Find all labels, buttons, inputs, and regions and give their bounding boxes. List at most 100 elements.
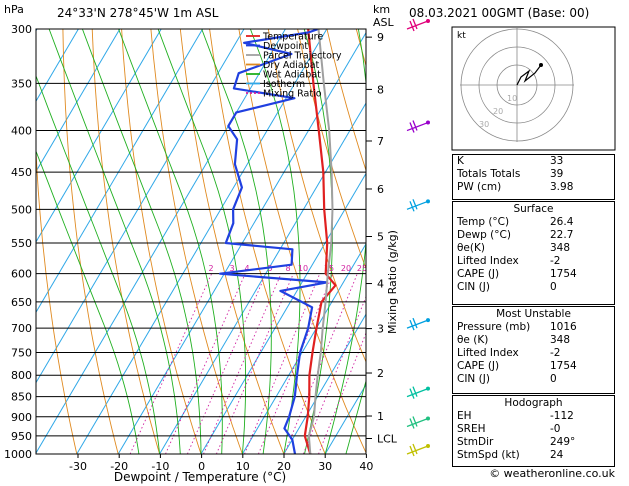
hodograph-unit: kt	[457, 31, 466, 41]
x-tick-label: 10	[236, 460, 250, 473]
mixing-ratio-axis-title: Mixing Ratio (g/kg)	[386, 230, 399, 334]
plot-area: 2 3 4 5 8 10 15 20 25	[36, 29, 366, 454]
plot-frame	[35, 28, 367, 455]
dry-adiabat-line	[326, 29, 366, 172]
surface-row: CAPE (J) 1754	[457, 268, 577, 280]
legend-entry: Dry Adiabat	[263, 60, 320, 71]
indices-box: K 33 Totals Totals 39 PW (cm) 3.98	[452, 154, 615, 200]
hodograph-ring-label: 20	[493, 107, 503, 116]
pressure-tick-label: 700	[11, 322, 32, 335]
isotherm-line	[36, 29, 245, 384]
pressure-tick-label: 750	[11, 346, 32, 359]
wind-barb	[406, 443, 429, 457]
pressure-tick-label: 300	[11, 23, 32, 36]
mu-row: θe (K) 348	[457, 334, 571, 346]
hodograph-trace	[516, 64, 542, 86]
hodograph-ring-label: 10	[507, 94, 517, 103]
height-tick-label: 7	[377, 135, 384, 148]
x-tick-label: 0	[198, 460, 205, 473]
pressure-tick-label: 550	[11, 237, 32, 250]
wind-barb	[406, 416, 429, 429]
hodograph-ring-label: 30	[479, 120, 489, 129]
x-tick-label: 30	[318, 460, 332, 473]
legend-entry: Parcel Trajectory	[263, 51, 342, 62]
wind-barb-tip	[426, 199, 430, 204]
isotherm-line	[36, 29, 79, 103]
wind-barb-tip	[426, 318, 430, 323]
dry-adiabat-line	[297, 29, 366, 270]
mixing-ratio-line	[257, 273, 334, 454]
mu-row: CIN (J) 0	[457, 373, 557, 385]
index-row-k: K 33	[457, 155, 564, 167]
datetime-label: 08.03.2021 00GMT (Base: 00)	[409, 6, 589, 20]
copyright-footer: © weatheronline.co.uk	[489, 467, 615, 480]
wind-barbs	[406, 18, 430, 457]
surface-box: Surface Temp (°C) 26.4 Dewp (°C) 22.7 θe(K…	[452, 201, 615, 305]
mixing-ratio-label: 2	[208, 264, 213, 273]
mu-row: CAPE (J) 1754	[457, 360, 577, 372]
x-tick-label: -20	[110, 460, 128, 473]
height-tick-label: 9	[377, 31, 384, 44]
surface-row: CIN (J) 0	[457, 281, 557, 293]
mixing-ratio-label: 3	[229, 264, 234, 273]
pressure-tick-label: 400	[11, 125, 32, 138]
isotherm-line	[283, 313, 366, 454]
height-unit-label: km	[373, 3, 390, 16]
mixing-ratio-line	[318, 331, 366, 454]
mixing-ratio-line	[129, 273, 213, 454]
pressure-tick-label: 850	[11, 391, 32, 404]
hodograph-table-box: Hodograph EH -112 SREH -0 StmDir 249° StmSp…	[452, 395, 615, 467]
height-tick-label: 8	[377, 83, 384, 96]
location-label: 24°33'N 278°45'W 1m ASL	[57, 6, 219, 20]
legend-entry: Mixing Ratio	[263, 89, 322, 100]
hodograph-table-title: Hodograph	[504, 397, 563, 409]
dry-adiabat-line	[36, 142, 78, 454]
hodo-row: EH -112	[457, 410, 574, 422]
isotherm-line	[241, 242, 366, 454]
mixing-ratio-line	[302, 295, 366, 454]
mixing-ratio-label: 4	[244, 264, 249, 273]
height-tick-label: 6	[377, 183, 384, 196]
most-unstable-box: Most Unstable Pressure (mb) 1016 θe (K) 34…	[452, 306, 615, 394]
most-unstable-title: Most Unstable	[496, 308, 571, 320]
surface-row: Lifted Index -2	[457, 255, 561, 267]
mixing-ratio-line	[283, 273, 358, 454]
mixing-ratio-line	[203, 273, 282, 454]
hodo-row: StmDir 249°	[457, 436, 576, 448]
wind-barb	[406, 120, 429, 133]
series-line-parcel-trajectory	[307, 29, 334, 454]
height-unit-label-asl: ASL	[373, 16, 395, 29]
pressure-tick-label: 1000	[4, 448, 32, 461]
series-line-dewpoint	[219, 29, 328, 454]
x-tick-label: -30	[69, 460, 87, 473]
legend-entry: Wet Adiabat	[263, 70, 321, 81]
hodo-row: StmSpd (kt) 24	[457, 449, 564, 461]
pressure-tick-label: 450	[11, 166, 32, 179]
wind-barb-tip	[426, 386, 430, 391]
hodograph-plot: kt 10 20 30	[451, 26, 616, 151]
wet-adiabat-line	[345, 379, 366, 454]
wind-barb	[406, 18, 429, 32]
index-row-tt: Totals Totals 39	[457, 168, 564, 180]
x-tick-label: 20	[277, 460, 291, 473]
pressure-unit-label: hPa	[4, 3, 24, 16]
wind-barb-tip	[426, 416, 430, 421]
mixing-ratio-line	[244, 273, 321, 454]
mixing-ratio-label: 10	[298, 264, 308, 273]
legend-entry: Isotherm	[263, 79, 305, 90]
pressure-tick-label: 950	[11, 430, 32, 443]
legend-entry: Dewpoint	[263, 41, 308, 52]
mu-row: Lifted Index -2	[457, 347, 561, 359]
x-tick-label: 40	[359, 460, 373, 473]
wind-barb-tip	[426, 19, 430, 23]
surface-row: Temp (°C) 26.4	[457, 216, 574, 228]
wind-barb	[406, 386, 429, 399]
isotherm-line	[36, 29, 121, 173]
height-tick-label: 2	[377, 367, 384, 380]
pressure-tick-label: 350	[11, 77, 32, 90]
isotherm-line	[36, 29, 286, 454]
x-axis-title: Dewpoint / Temperature (°C)	[114, 470, 286, 484]
pressure-tick-label: 900	[11, 411, 32, 424]
wind-barb-tip	[426, 444, 430, 448]
